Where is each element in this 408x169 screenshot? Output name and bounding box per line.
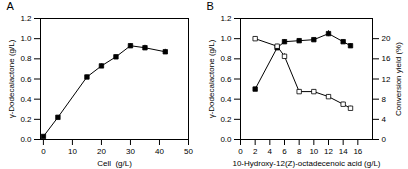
svg-text:1.2: 1.2 — [220, 14, 232, 23]
svg-text:4: 4 — [382, 115, 387, 124]
svg-text:10-Hydroxy-12(Z)-octadecenoic: 10-Hydroxy-12(Z)-octadecenoic acid (g/L) — [232, 159, 380, 168]
svg-text:16: 16 — [382, 54, 391, 63]
svg-text:Cell (g/L): Cell (g/L) — [97, 159, 132, 168]
svg-text:1.0: 1.0 — [20, 34, 32, 43]
svg-text:4: 4 — [268, 147, 273, 156]
svg-text:B: B — [207, 0, 214, 12]
svg-text:γ-Dodecalactone (g/L): γ-Dodecalactone (g/L) — [7, 39, 16, 118]
svg-text:0.2: 0.2 — [20, 115, 32, 124]
svg-text:8: 8 — [297, 147, 302, 156]
svg-text:8: 8 — [382, 95, 387, 104]
svg-text:40: 40 — [155, 147, 164, 156]
svg-text:16: 16 — [353, 147, 362, 156]
svg-text:20: 20 — [382, 34, 391, 43]
svg-text:14: 14 — [339, 147, 348, 156]
svg-text:0: 0 — [238, 147, 243, 156]
svg-text:12: 12 — [324, 147, 333, 156]
svg-text:10: 10 — [309, 147, 318, 156]
svg-text:0: 0 — [382, 135, 387, 144]
svg-text:30: 30 — [126, 147, 135, 156]
svg-text:0.0: 0.0 — [20, 135, 32, 144]
svg-text:A: A — [7, 0, 15, 12]
svg-text:12: 12 — [382, 75, 391, 84]
svg-text:0.2: 0.2 — [220, 115, 232, 124]
svg-text:1.0: 1.0 — [220, 34, 232, 43]
svg-text:0.6: 0.6 — [220, 75, 232, 84]
svg-text:0.8: 0.8 — [220, 54, 232, 63]
svg-text:0.6: 0.6 — [20, 75, 32, 84]
svg-text:γ-Dodecalactone (g/L): γ-Dodecalactone (g/L) — [207, 39, 216, 118]
svg-text:0.8: 0.8 — [20, 54, 32, 63]
svg-text:0.4: 0.4 — [20, 95, 32, 104]
svg-text:2: 2 — [253, 147, 258, 156]
svg-text:10: 10 — [68, 147, 77, 156]
svg-text:0.4: 0.4 — [220, 95, 232, 104]
svg-text:20: 20 — [97, 147, 106, 156]
svg-text:0: 0 — [41, 147, 46, 156]
svg-text:6: 6 — [282, 147, 287, 156]
svg-text:1.2: 1.2 — [20, 14, 32, 23]
svg-text:Conversion yield (%): Conversion yield (%) — [394, 42, 403, 116]
svg-text:0.0: 0.0 — [220, 135, 232, 144]
svg-text:50: 50 — [184, 147, 193, 156]
